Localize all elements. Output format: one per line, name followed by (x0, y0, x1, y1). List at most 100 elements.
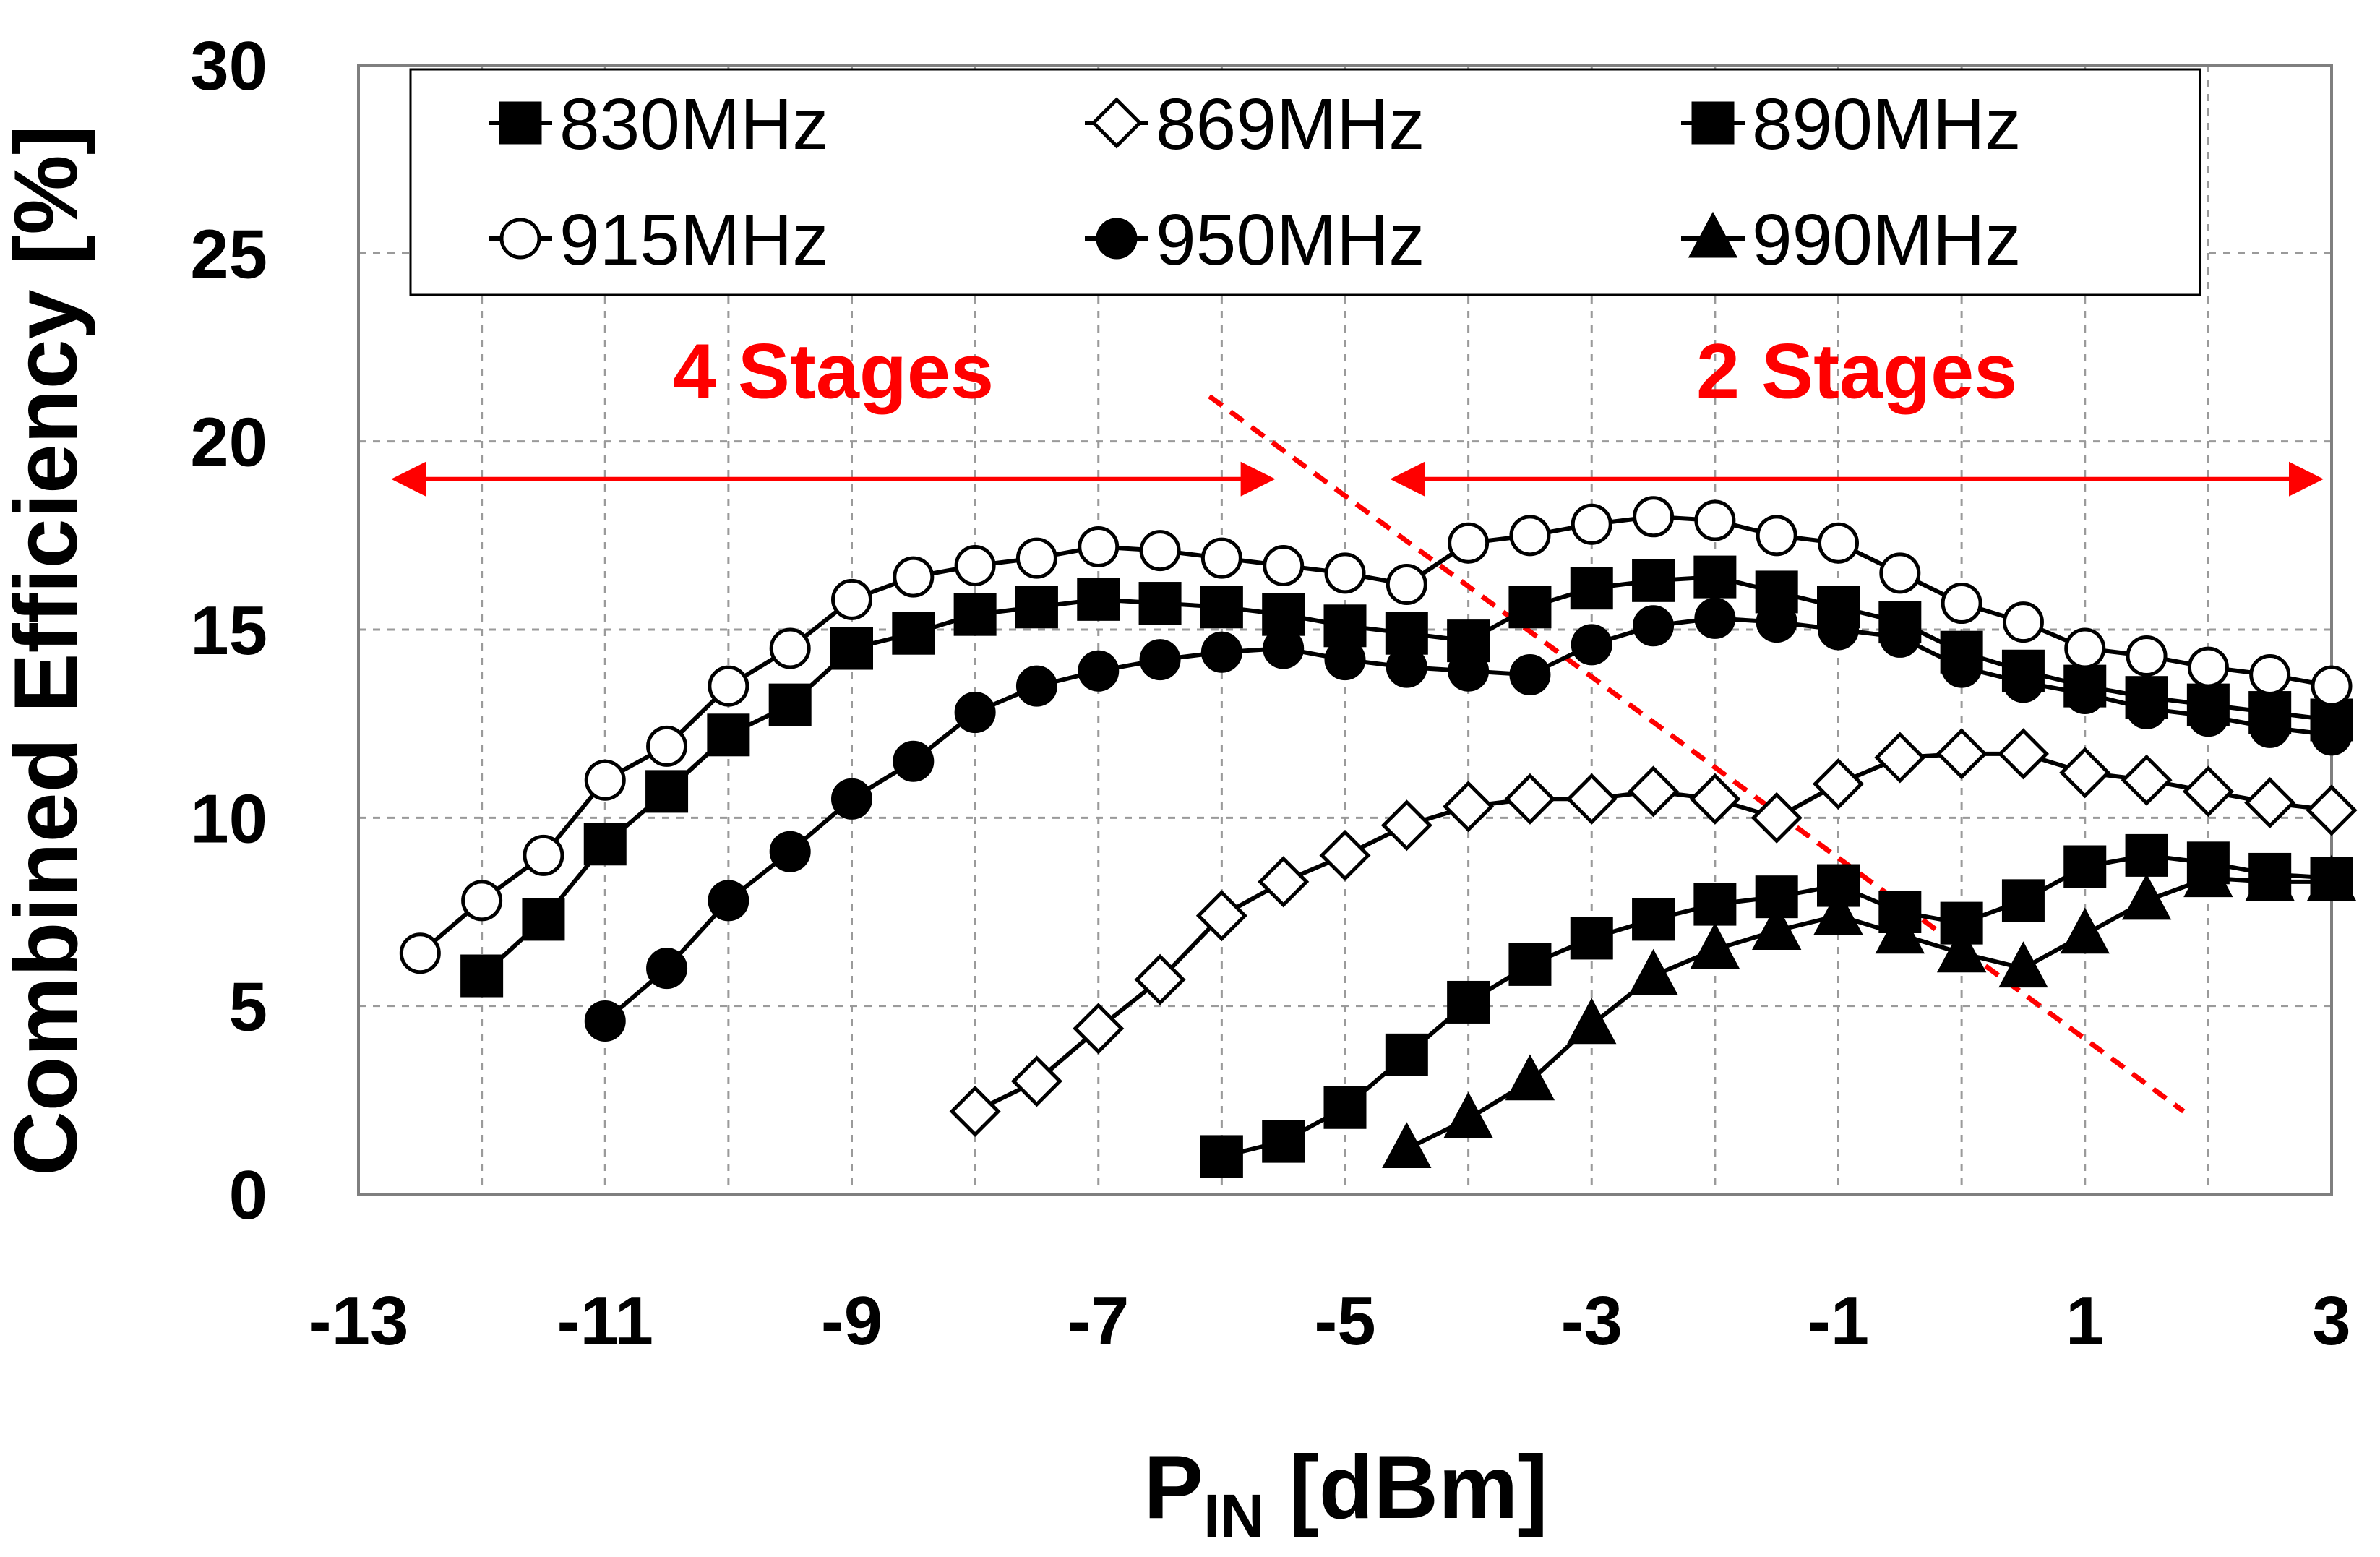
legend-item-950MHz: 950MHz (1085, 200, 1425, 280)
data-point (1015, 665, 1057, 707)
legend-label: 950MHz (1156, 200, 1425, 280)
data-point (1632, 898, 1675, 941)
data-point (1447, 980, 1490, 1024)
data-point (1813, 888, 1863, 935)
data-point (2126, 687, 2168, 729)
data-point (2249, 706, 2291, 748)
x-axis-title-main: P (1143, 1438, 1203, 1537)
legend-item-990MHz: 990MHz (1681, 200, 2021, 280)
x-axis-title-subscript: IN (1203, 1482, 1264, 1550)
data-point (2183, 851, 2233, 898)
y-axis-title: Combined Efficiency [%] (0, 125, 96, 1176)
data-point (768, 683, 812, 726)
x-tick-label: -1 (1808, 1282, 1869, 1360)
data-point (708, 880, 749, 922)
data-point (1323, 1086, 1367, 1129)
data-point (1200, 537, 1242, 579)
data-point (2245, 854, 2295, 901)
data-point (1570, 917, 1613, 960)
data-point (1077, 578, 1120, 621)
data-point (1263, 627, 1305, 669)
data-point (949, 1085, 1001, 1137)
data-point (1263, 544, 1305, 586)
data-point (583, 823, 627, 866)
data-point (1504, 773, 1556, 825)
data-point (499, 101, 542, 145)
data-point (1448, 650, 1490, 692)
data-point (2121, 754, 2173, 806)
data-point (1818, 609, 1859, 651)
data-point (1258, 856, 1310, 908)
data-point (1628, 948, 1678, 995)
x-tick-label: -9 (821, 1282, 882, 1360)
data-point (1200, 1135, 1243, 1178)
data-point (893, 556, 935, 598)
data-point (461, 880, 503, 922)
data-point (1195, 890, 1247, 942)
data-point (1818, 522, 1859, 564)
x-tick-label: 1 (2066, 1282, 2104, 1360)
data-point (1015, 537, 1057, 579)
data-point (1633, 496, 1675, 538)
y-tick-label: 15 (190, 592, 267, 669)
data-point (1571, 624, 1612, 666)
data-point (2126, 635, 2168, 677)
data-point (1509, 515, 1551, 557)
data-point (1015, 586, 1058, 629)
legend-item-830MHz: 830MHz (489, 84, 828, 165)
data-point (1936, 728, 1988, 780)
data-point (1755, 570, 1798, 614)
y-tick-label: 30 (190, 27, 267, 105)
data-point (1694, 499, 1736, 541)
data-point (1385, 1033, 1428, 1076)
legend-label: 915MHz (559, 200, 828, 280)
data-point (1078, 650, 1120, 692)
data-point (831, 778, 872, 820)
y-tick-label: 0 (229, 1157, 267, 1234)
data-point (1997, 728, 2049, 780)
data-point (1443, 781, 1495, 833)
data-point (2182, 765, 2234, 818)
data-point (1091, 97, 1143, 149)
series (399, 496, 2358, 1178)
data-point (1688, 211, 1738, 258)
data-point (2125, 833, 2168, 877)
data-point (1448, 522, 1490, 564)
data-point (1875, 907, 1925, 954)
data-point (1319, 829, 1371, 881)
series-990MHz (1382, 851, 2357, 1169)
legend-label: 869MHz (1156, 84, 1425, 165)
y-tick-label: 25 (190, 215, 267, 293)
data-point (2064, 627, 2106, 669)
data-point (2059, 747, 2111, 799)
legend-item-869MHz: 869MHz (1085, 84, 1425, 165)
data-point (831, 578, 872, 620)
data-point (1567, 998, 1617, 1045)
data-point (1386, 564, 1427, 606)
data-point (1505, 1054, 1555, 1101)
data-point (2002, 661, 2044, 703)
data-point (645, 770, 689, 813)
data-point (1874, 732, 1926, 784)
data-point (523, 834, 564, 876)
data-point (1073, 1003, 1125, 1055)
stage-label: 2 Stages (1696, 327, 2017, 415)
data-point (1752, 904, 1802, 951)
data-point (1380, 799, 1432, 852)
x-tick-label: -3 (1561, 1282, 1623, 1360)
x-tick-label: -5 (1314, 1282, 1375, 1360)
data-point (953, 593, 997, 636)
data-point (1262, 1120, 1305, 1163)
data-point (1879, 616, 1921, 658)
data-point (769, 831, 811, 872)
data-point (1010, 1055, 1062, 1107)
data-point (2306, 854, 2357, 901)
data-point (1693, 883, 1737, 926)
x-tick-label: -11 (557, 1282, 653, 1360)
data-point (1689, 773, 1741, 825)
data-point (399, 932, 441, 974)
data-point (584, 759, 626, 801)
plot-frame (357, 64, 2333, 1196)
legend-label: 990MHz (1752, 200, 2021, 280)
